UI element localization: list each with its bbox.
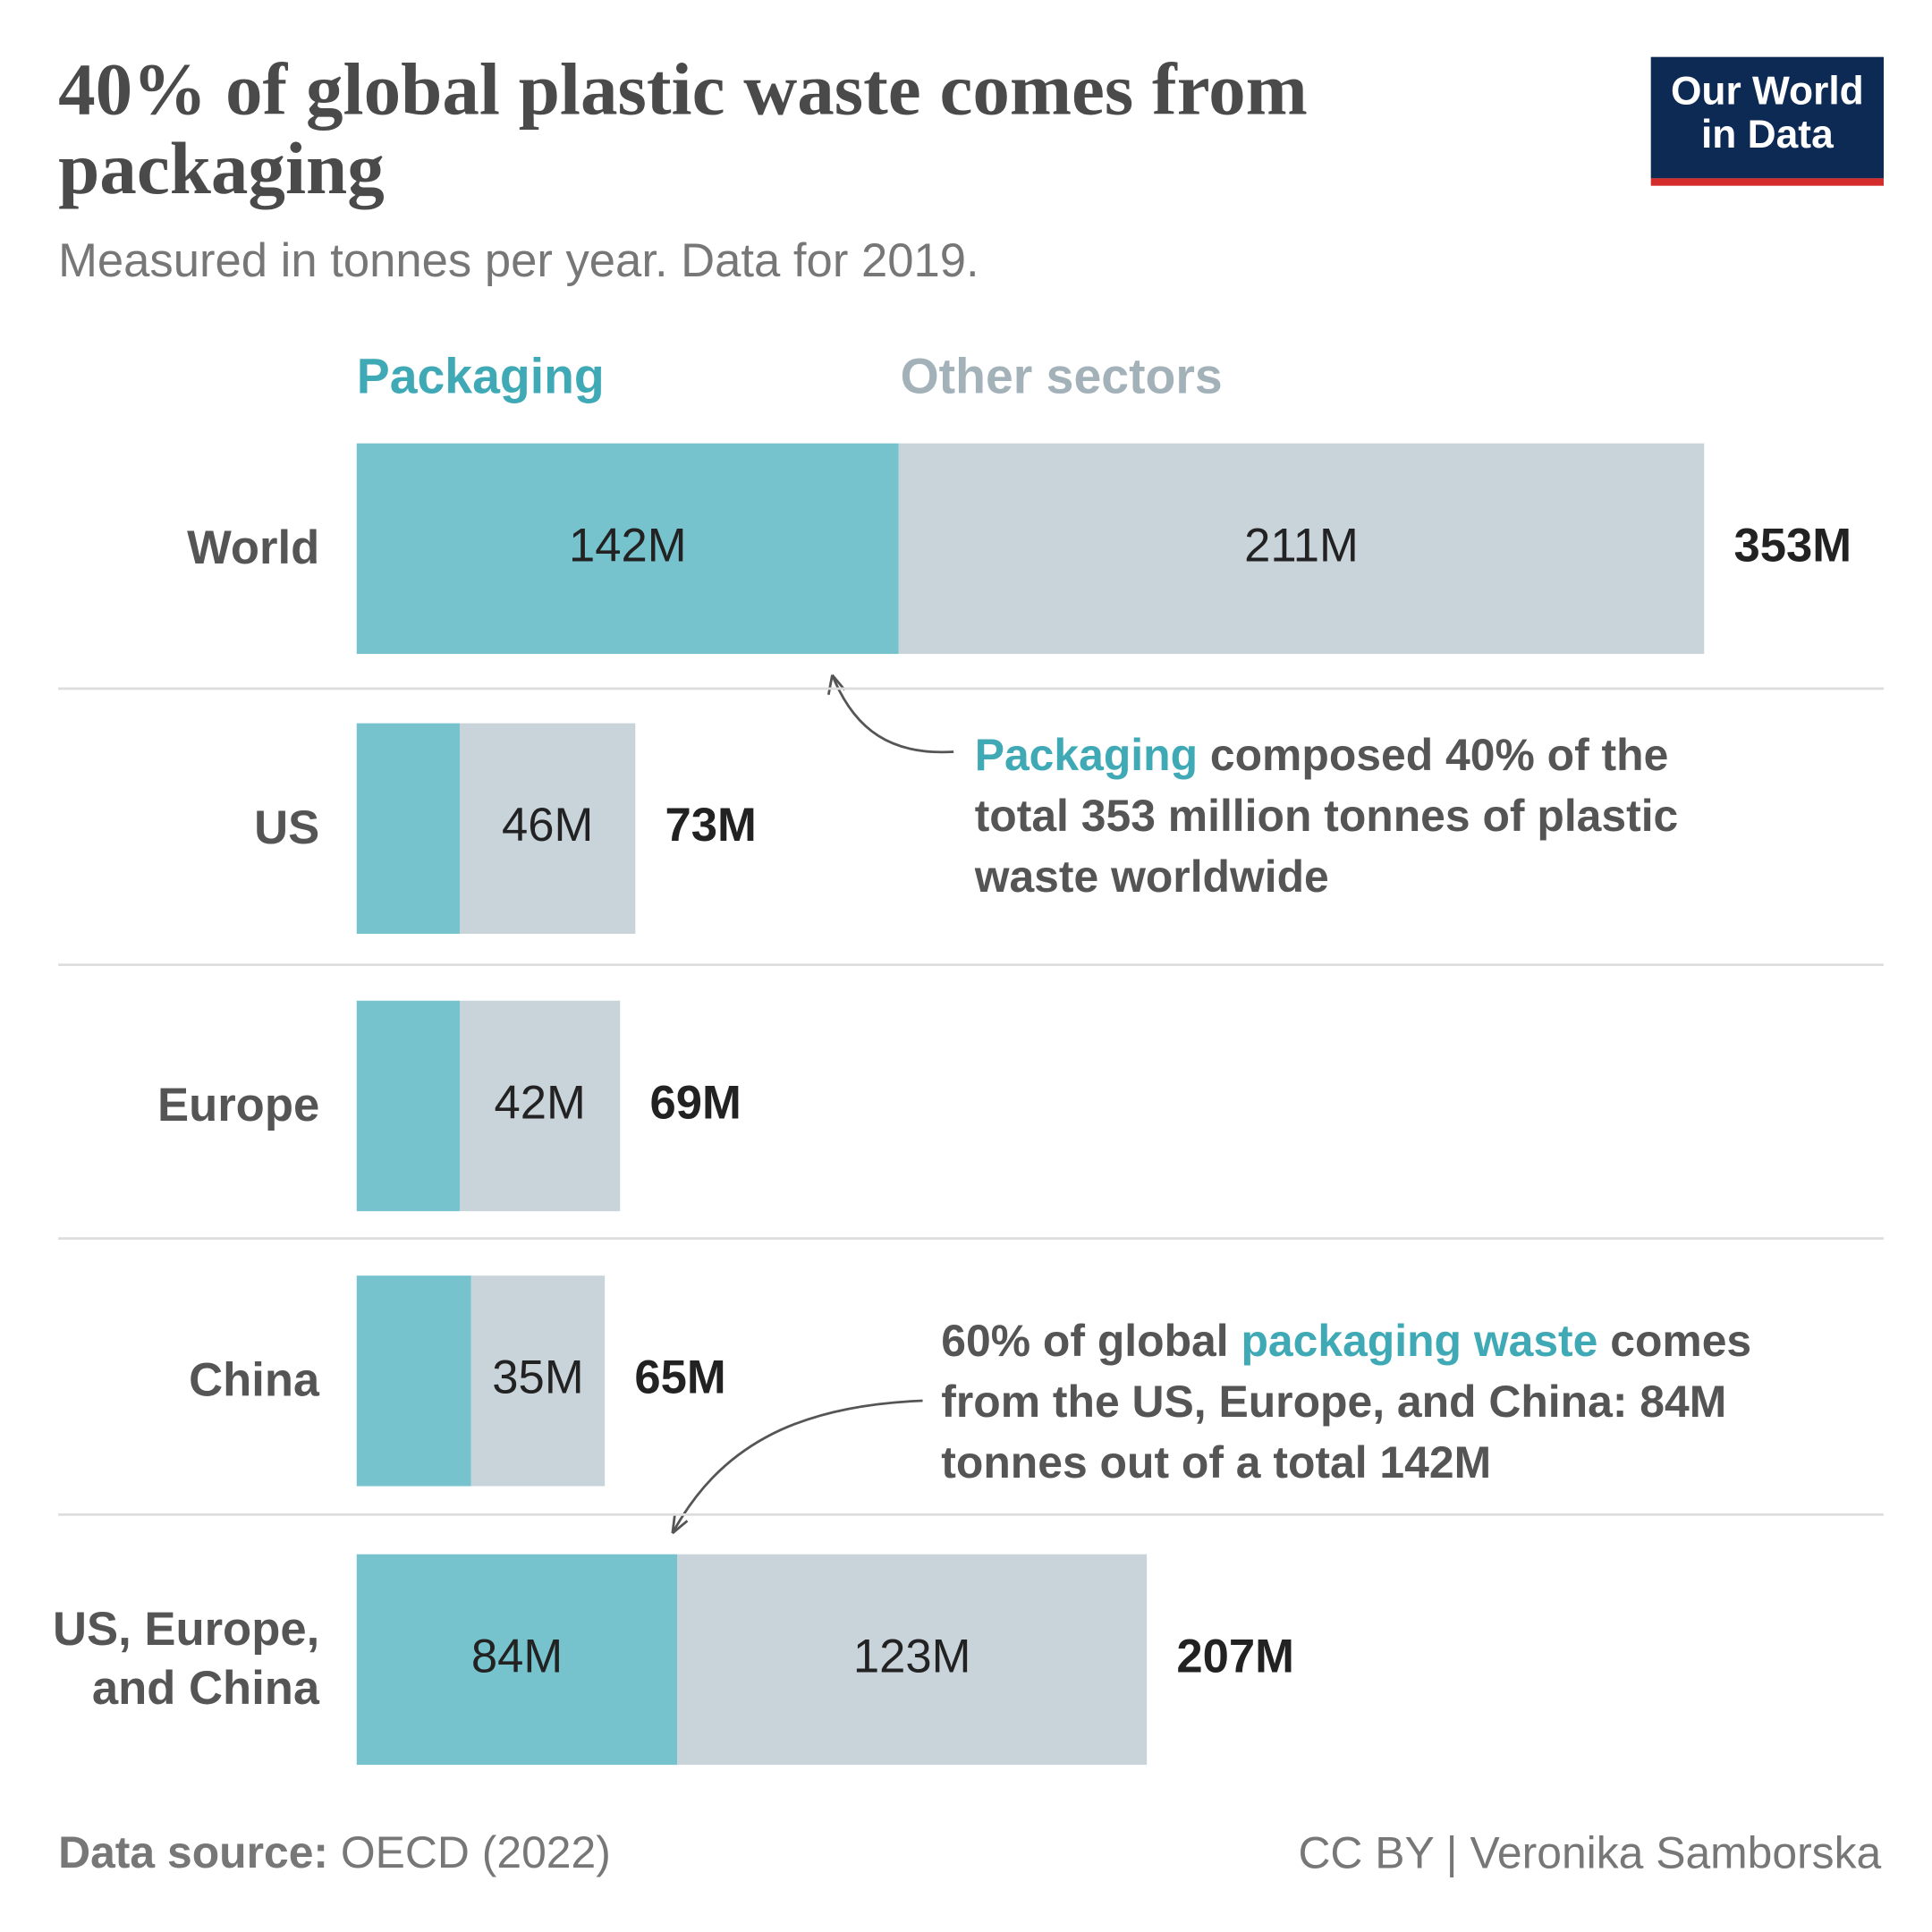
value-label: 84M bbox=[471, 1630, 563, 1682]
bar-segment bbox=[356, 723, 460, 934]
bar-segment bbox=[898, 443, 1705, 655]
annotation-box: Packaging composed 40% of the total 353 … bbox=[975, 724, 1742, 907]
category-box: China bbox=[25, 1307, 320, 1455]
total-label: 353M bbox=[1733, 519, 1852, 572]
total-label: 73M bbox=[665, 799, 757, 852]
total-label: 207M bbox=[1176, 1630, 1294, 1682]
annotation: 60% of global packaging waste comes from… bbox=[941, 1310, 1808, 1493]
annotation-part: Packaging bbox=[974, 729, 1199, 781]
category-wrap: US bbox=[25, 754, 320, 902]
category-label: US bbox=[254, 802, 320, 855]
category-box: World bbox=[25, 474, 320, 623]
bar-segment bbox=[356, 1275, 471, 1487]
category-box: Europe bbox=[25, 1031, 320, 1180]
subtitle-box: Measured in tonnes per year. Data for 20… bbox=[58, 235, 979, 288]
category-label: US, Europe, and China bbox=[53, 1604, 320, 1716]
annotation-arrow bbox=[671, 1399, 923, 1534]
value-label: 123M bbox=[853, 1630, 971, 1682]
annotation-part: composed 40% of the total 353 million to… bbox=[974, 729, 1679, 902]
total-label: 65M bbox=[634, 1352, 725, 1404]
source: Data source: OECD (2022) bbox=[58, 1826, 1049, 1878]
bar-segment bbox=[677, 1554, 1148, 1766]
bar-segment bbox=[459, 723, 636, 934]
total-label: 69M bbox=[649, 1076, 741, 1129]
value-label: 46M bbox=[502, 799, 593, 852]
annotation: Packaging composed 40% of the total 353 … bbox=[975, 724, 1742, 907]
category-label: China bbox=[189, 1354, 320, 1407]
value-label: 211M bbox=[1244, 519, 1359, 572]
category-wrap: Europe bbox=[25, 1031, 320, 1180]
logo-underline bbox=[1650, 178, 1884, 186]
arrow-head bbox=[671, 1513, 689, 1535]
legend-entry: Other sectors bbox=[901, 349, 1223, 404]
annotation-part: comes from the US, Europe, and China: 84… bbox=[941, 1315, 1752, 1487]
value-label: 35M bbox=[492, 1352, 583, 1404]
annotation-part: 60% of global bbox=[941, 1315, 1241, 1367]
logo-text: Our World in Data bbox=[1670, 69, 1864, 157]
annotation-arrow bbox=[831, 674, 954, 754]
source-box: Data source: OECD (2022) bbox=[58, 1826, 1049, 1878]
legend-entry: Packaging bbox=[357, 349, 605, 404]
logo-box bbox=[1650, 56, 1884, 179]
category-label: Europe bbox=[157, 1080, 320, 1132]
bar-segment bbox=[356, 1000, 460, 1212]
chart-title: 40% of global plastic waste comes from p… bbox=[58, 49, 1308, 209]
value-label: 142M bbox=[569, 519, 687, 572]
chart-subtitle: Measured in tonnes per year. Data for 20… bbox=[58, 235, 979, 288]
logo-box-text: Our World in Data bbox=[1670, 69, 1864, 157]
title-box: 40% of global plastic waste comes from p… bbox=[58, 49, 1308, 209]
category-label: World bbox=[187, 522, 320, 575]
bar-segment bbox=[356, 443, 899, 655]
annotation-part: packaging waste bbox=[1241, 1315, 1598, 1367]
category-box: US, Europe, and China bbox=[25, 1585, 320, 1733]
source-gap bbox=[328, 1826, 341, 1877]
category-box: US bbox=[25, 754, 320, 902]
category-wrap: World bbox=[25, 474, 320, 623]
bar-segment bbox=[470, 1275, 606, 1487]
bar-segment bbox=[459, 1000, 621, 1212]
value-label: 42M bbox=[494, 1076, 585, 1129]
annotation-box: 60% of global packaging waste comes from… bbox=[941, 1310, 1808, 1493]
category-wrap: US, Europe, and China bbox=[25, 1585, 320, 1733]
bar-segment bbox=[356, 1554, 678, 1766]
source-label: Data source: bbox=[58, 1826, 329, 1878]
credit: CC BY | Veronika Samborska bbox=[1298, 1828, 1881, 1878]
category-wrap: China bbox=[25, 1307, 320, 1455]
source-name: OECD (2022) bbox=[340, 1826, 611, 1878]
